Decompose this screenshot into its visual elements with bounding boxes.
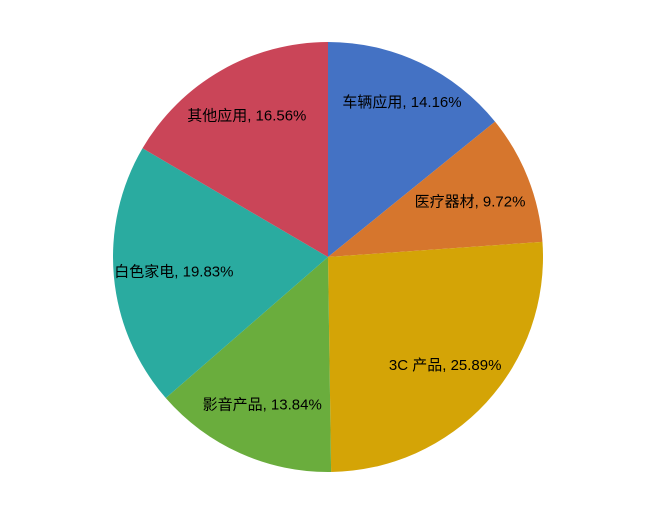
pie-slice-5[interactable]: [113, 148, 328, 399]
pie-slice-4[interactable]: [165, 257, 332, 473]
pie-slice-label-6: 其他应用, 16.56%: [187, 106, 306, 124]
pie-slice-label-3: 3C 产品, 25.89%: [389, 357, 502, 374]
pie-slice-2[interactable]: [328, 121, 543, 257]
pie-slice-label-4: 影音产品, 13.84%: [203, 396, 322, 413]
pie-slice-6[interactable]: [142, 42, 328, 257]
pie-slice-3[interactable]: [328, 241, 544, 472]
pie-slice-label-1: 车辆应用, 14.16%: [342, 93, 461, 111]
pie-slice-label-2: 医疗器材, 9.72%: [415, 193, 526, 210]
pie-slice-label-5: 白色家电, 19.83%: [114, 264, 233, 281]
pie-slice-1[interactable]: [328, 42, 496, 257]
